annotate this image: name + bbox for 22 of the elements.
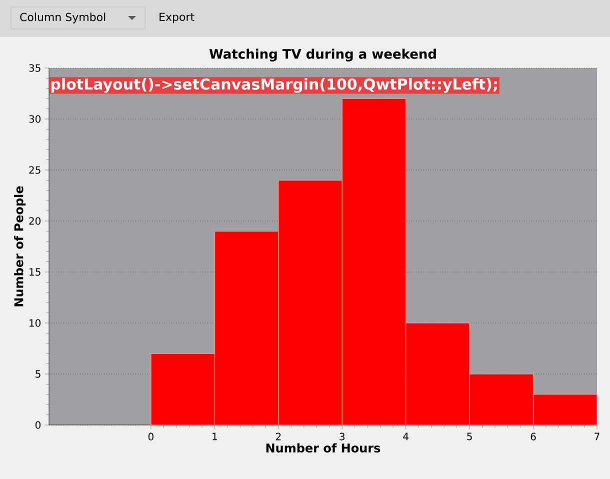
y-tick-label: 25 xyxy=(29,166,40,174)
y-tick-label: 15 xyxy=(30,268,40,276)
x-tick-label: 3 xyxy=(340,432,345,440)
y-tick-label: 0 xyxy=(35,421,41,429)
chart-title: Watching TV during a weekend xyxy=(209,48,436,62)
y-tick-label: 30 xyxy=(29,115,41,123)
y-tick-label: 35 xyxy=(29,64,40,72)
x-tick-label: 6 xyxy=(530,432,536,440)
y-axis-title: Number of People xyxy=(14,186,26,306)
x-axis-title: Number of Hours xyxy=(266,443,380,453)
x-tick-label: 7 xyxy=(594,432,600,440)
x-tick-label: 0 xyxy=(148,432,154,440)
y-tick-label: 10 xyxy=(30,319,41,327)
annotation: plotLayout()->setCanvasMargin(100,QwtPlot::yLeft); xyxy=(51,78,497,93)
x-tick-label: 5 xyxy=(467,432,472,440)
text: Export xyxy=(160,12,194,24)
x-tick-label: 2 xyxy=(276,432,281,440)
x-tick-label: 1 xyxy=(212,432,217,440)
text: Column Symbol xyxy=(20,12,106,24)
y-tick-label: 20 xyxy=(29,217,41,225)
x-tick-label: 4 xyxy=(403,432,408,440)
y-tick-label: 5 xyxy=(36,370,40,378)
